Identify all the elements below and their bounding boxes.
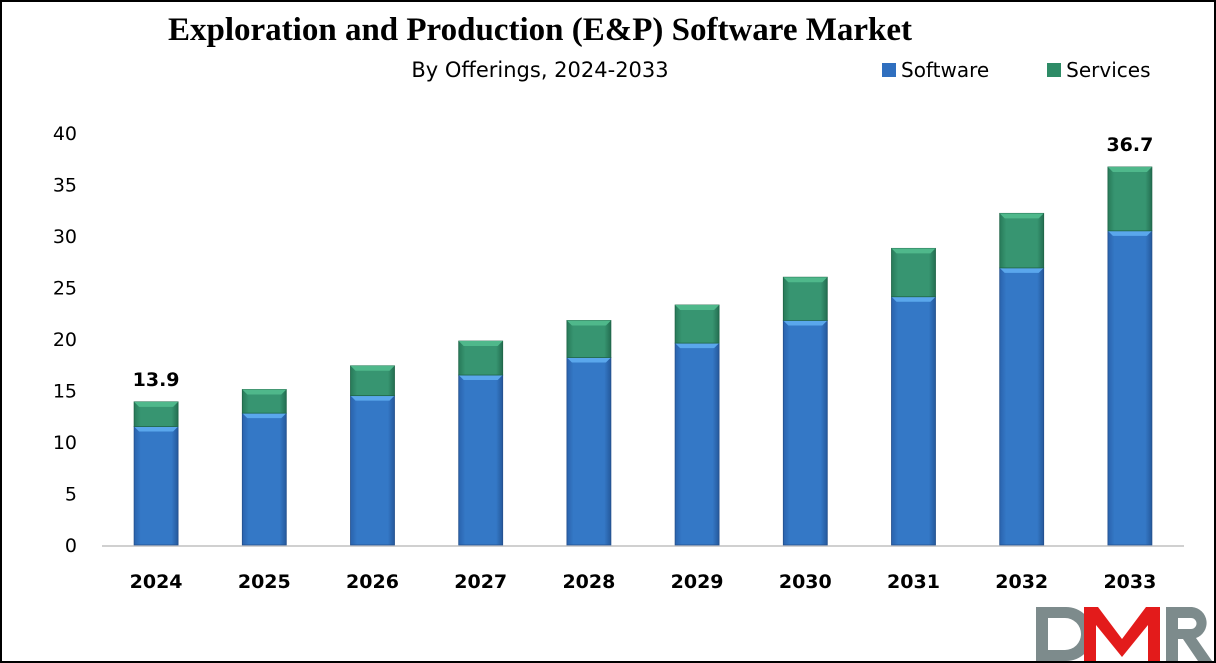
bar-segment-software [782,320,828,546]
bar-bevel-top [891,248,936,254]
y-tick-label: 5 [65,484,77,506]
logo-letter-m [1084,607,1160,661]
legend-label-software: Software [901,58,990,82]
bar-software [241,412,287,546]
bar-segment-software [458,374,504,546]
x-axis: 2024 2025 2026 2027 2028 2029 2030 2031 2032 2033 [130,571,1157,593]
x-tick-label: 2031 [887,571,940,593]
bar-segment-software [1107,230,1153,546]
chart-title: Exploration and Production (E&P) Softwar… [168,12,912,48]
dmr-logo [1036,607,1212,661]
bar-services [566,320,612,358]
legend-swatch-services [1047,63,1062,77]
bar-software [891,296,936,546]
bar-bevel-top [675,305,720,311]
x-tick-label: 2030 [779,571,832,593]
y-tick-label: 40 [53,123,77,145]
bar-services [782,276,828,321]
bar-bevel-top [891,296,936,302]
data-label: 13.9 [133,369,180,391]
bar-services [1107,166,1153,232]
bar-bevel-top [999,213,1044,219]
bar-software [133,426,179,546]
bar-software [999,267,1045,546]
bar-segment-software [674,342,720,546]
annotations: 13.9 36.7 [133,134,1154,391]
bar-bevel-top [675,343,720,349]
x-tick-label: 2029 [671,571,724,593]
x-tick-label: 2028 [562,571,615,593]
x-tick-label: 2025 [238,571,291,593]
bar-software [566,357,612,546]
legend-item-services: Services [1047,58,1151,82]
bar-software [782,320,828,546]
y-axis: 0 5 10 15 20 25 30 35 40 [53,123,1184,557]
bar-segment-services [458,340,504,376]
y-tick-label: 25 [53,278,77,300]
data-label: 36.7 [1106,134,1153,156]
x-tick-label: 2026 [346,571,399,593]
bar-segment-services [350,365,395,397]
bar-bevel-top [566,320,611,326]
y-tick-label: 35 [53,175,77,197]
y-tick-label: 20 [53,329,77,351]
bar-bevel-top [783,277,828,283]
bar-bevel-top [458,341,503,347]
bar-services [458,340,504,376]
bar-segment-software [350,395,395,546]
bar-segment-services [133,401,179,427]
legend-label-services: Services [1066,58,1151,82]
y-tick-label: 10 [53,432,77,454]
bar-segment-software [999,267,1045,546]
legend-item-software: Software [882,58,989,82]
bar-software [674,342,720,546]
y-tick-label: 30 [53,226,77,248]
legend: Software Services [882,58,1151,82]
chart-subtitle: By Offerings, 2024-2033 [411,58,669,82]
bar-segment-services [566,320,612,358]
y-tick-label: 15 [53,381,77,403]
bar-segment-services [241,389,287,414]
bar-segment-software [241,412,287,546]
bar-bevel-top [999,267,1044,273]
x-tick-label: 2024 [130,571,183,593]
bar-bevel-top [134,426,179,432]
bar-segment-services [891,247,936,298]
bar-services [674,304,720,344]
bar-services [891,247,936,298]
bar-bevel-top [242,389,287,395]
bar-bevel-top [458,375,503,381]
legend-swatch-software [882,63,896,77]
bar-segment-services [999,212,1045,269]
bar-bevel-top [566,357,611,363]
bar-software [1107,230,1153,546]
bar-software [350,395,395,546]
bar-software [458,374,504,546]
logo-letter-r [1166,607,1212,661]
bars [133,166,1153,546]
x-tick-label: 2033 [1103,571,1156,593]
bar-bevel-top [1107,230,1152,236]
bar-segment-software [891,296,936,546]
logo-letter-d [1036,607,1093,661]
bar-segment-services [782,276,828,321]
bar-bevel-top [350,395,395,401]
bar-services [999,212,1045,269]
bar-bevel-top [242,413,287,419]
bar-segment-services [674,304,720,344]
bar-bevel-top [350,365,395,371]
y-tick-label: 0 [65,535,77,557]
bar-segment-software [133,426,179,546]
bar-segment-software [566,357,612,546]
bar-bevel-top [783,320,828,326]
bar-bevel-top [1107,166,1152,172]
bar-segment-services [1107,166,1153,232]
x-tick-label: 2027 [454,571,507,593]
x-tick-label: 2032 [995,571,1048,593]
bar-bevel-top [134,401,179,407]
